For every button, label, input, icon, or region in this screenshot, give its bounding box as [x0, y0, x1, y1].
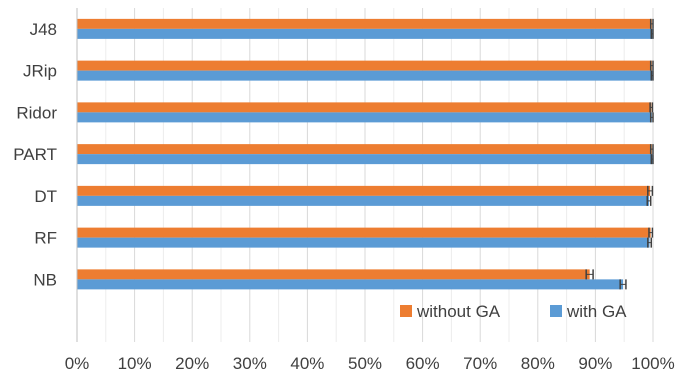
bars: [77, 18, 653, 290]
legend-label: without GA: [416, 302, 501, 321]
x-tick-label: 30%: [233, 354, 267, 373]
bar-without-ga-jrip: [77, 60, 652, 71]
legend-label: with GA: [566, 302, 627, 321]
x-tick-label: 10%: [118, 354, 152, 373]
bar-with-ga-dt: [77, 195, 649, 206]
legend: without GA with GA: [400, 302, 627, 321]
bar-without-ga-rf: [77, 227, 651, 238]
x-tick-label: 90%: [578, 354, 612, 373]
bar-without-ga-ridor: [77, 102, 652, 113]
legend-swatch: [400, 305, 412, 317]
x-tick-label: 60%: [406, 354, 440, 373]
legend-item: with GA: [550, 302, 627, 321]
x-tick-labels: 0% 10% 20% 30% 40% 50% 60% 70% 80% 90% 100%: [65, 354, 675, 373]
category-label: PART: [13, 145, 57, 164]
legend-swatch: [550, 305, 562, 317]
bar-with-ga-jrip: [77, 70, 653, 81]
bar-with-ga-ridor: [77, 112, 652, 123]
category-label: Ridor: [16, 103, 57, 122]
x-tick-label: 20%: [175, 354, 209, 373]
legend-item: without GA: [400, 302, 501, 321]
x-tick-label: 100%: [631, 354, 674, 373]
error-bars: [585, 18, 654, 290]
x-tick-label: 50%: [348, 354, 382, 373]
bar-with-ga-part: [77, 154, 653, 165]
category-label: J48: [30, 20, 57, 39]
category-label: JRip: [23, 62, 57, 81]
category-label: DT: [34, 187, 57, 206]
x-tick-label: 70%: [463, 354, 497, 373]
x-tick-label: 40%: [290, 354, 324, 373]
grid-lines: [105, 8, 654, 342]
bar-with-ga-nb: [77, 279, 624, 290]
bar-with-ga-j48: [77, 28, 653, 39]
x-tick-label: 0%: [65, 354, 90, 373]
bar-with-ga-rf: [77, 237, 650, 248]
x-tick-label: 80%: [521, 354, 555, 373]
category-label: RF: [34, 229, 57, 248]
bar-without-ga-part: [77, 144, 652, 155]
bar-without-ga-j48: [77, 18, 652, 29]
category-labels: J48 JRip Ridor PART DT RF NB: [13, 20, 57, 290]
bar-without-ga-nb: [77, 269, 590, 280]
bar-without-ga-dt: [77, 185, 651, 196]
category-label: NB: [33, 270, 57, 289]
